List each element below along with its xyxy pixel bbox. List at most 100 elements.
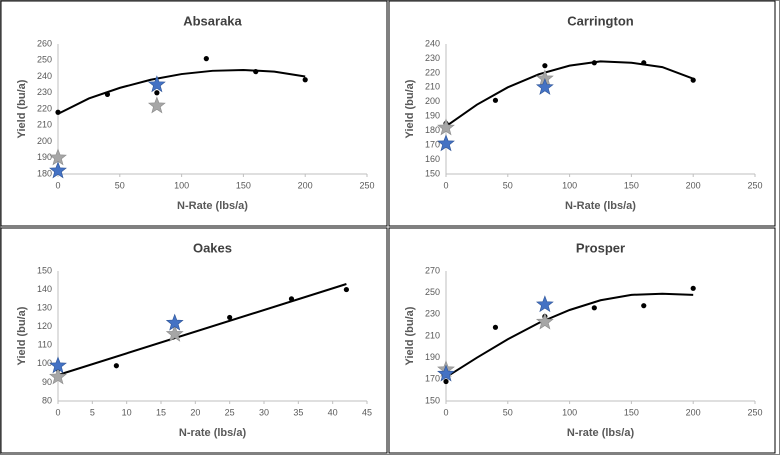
- star-point: [437, 364, 455, 382]
- star-point: [535, 295, 554, 313]
- star-point: [165, 313, 184, 331]
- data-point: [443, 378, 449, 385]
- y-tick-label: 220: [425, 67, 440, 77]
- x-tick-label: 250: [359, 180, 374, 190]
- star-point: [49, 148, 67, 166]
- data-point: [690, 285, 696, 291]
- chart-title: Oakes: [193, 240, 232, 255]
- star-point: [535, 312, 554, 330]
- x-tick-label: 50: [115, 180, 125, 190]
- y-tick-label: 150: [37, 265, 52, 275]
- data-point: [492, 324, 499, 330]
- y-tick-label: 210: [37, 120, 52, 130]
- y-tick-label: 180: [37, 168, 52, 178]
- star-point: [535, 77, 554, 95]
- data-point: [302, 77, 308, 83]
- y-tick-label: 170: [425, 374, 440, 384]
- y-axis-label: Yield (bu/a): [404, 306, 416, 365]
- y-tick-label: 260: [37, 38, 52, 48]
- trendline: [445, 292, 694, 379]
- y-tick-label: 170: [425, 139, 440, 149]
- x-tick-label: 150: [624, 407, 639, 417]
- y-tick-label: 160: [425, 154, 440, 164]
- y-tick-label: 190: [37, 152, 52, 162]
- y-tick-label: 120: [37, 321, 52, 331]
- x-tick-label: 100: [562, 180, 577, 190]
- y-tick-label: 250: [37, 55, 52, 65]
- y-tick-label: 220: [37, 103, 52, 113]
- y-tick-label: 250: [425, 287, 440, 297]
- data-point: [591, 60, 597, 66]
- trendline: [57, 68, 306, 115]
- chart-title: Carrington: [567, 13, 634, 28]
- y-tick-label: 130: [37, 303, 52, 313]
- x-tick-label: 10: [122, 407, 132, 417]
- x-tick-label: 0: [55, 407, 60, 417]
- x-tick-label: 0: [55, 180, 60, 190]
- data-point: [343, 286, 349, 293]
- x-tick-label: 40: [328, 407, 338, 417]
- x-tick-label: 200: [686, 407, 701, 417]
- trendline: [57, 283, 347, 376]
- chart-title: Absaraka: [183, 13, 242, 28]
- x-tick-label: 30: [259, 407, 269, 417]
- data-point: [641, 60, 647, 66]
- y-tick-label: 190: [425, 352, 440, 362]
- y-tick-label: 140: [37, 284, 52, 294]
- panel-border: [388, 227, 776, 454]
- y-tick-label: 90: [42, 377, 52, 387]
- data-point: [55, 109, 61, 115]
- star-point: [437, 134, 455, 152]
- y-tick-label: 240: [37, 71, 52, 81]
- x-tick-label: 200: [298, 180, 313, 190]
- data-point: [154, 90, 160, 96]
- data-point: [591, 305, 597, 311]
- panel: Carrington N-Rate (lbs/a) Yield (bu/a) 150 1…: [388, 0, 776, 227]
- y-tick-label: 210: [425, 330, 440, 340]
- y-tick-label: 150: [425, 168, 440, 178]
- y-tick-label: 200: [425, 96, 440, 106]
- x-axis-label: N-Rate (lbs/a): [565, 200, 636, 212]
- y-axis-label: Yield (bu/a): [404, 79, 416, 138]
- data-point: [203, 56, 209, 62]
- x-tick-label: 100: [174, 180, 189, 190]
- y-tick-label: 230: [37, 87, 52, 97]
- star-point: [147, 96, 166, 114]
- x-tick-label: 45: [362, 407, 372, 417]
- x-axis-label: N-Rate (lbs/a): [177, 200, 248, 212]
- data-point: [542, 63, 548, 69]
- data-point: [288, 296, 295, 302]
- x-tick-label: 100: [562, 407, 577, 417]
- data-point: [690, 77, 696, 83]
- trendline: [445, 60, 694, 128]
- panel-border: [388, 0, 776, 227]
- y-tick-label: 270: [425, 265, 440, 275]
- y-tick-label: 230: [425, 53, 440, 63]
- x-tick-label: 50: [503, 407, 513, 417]
- data-point: [641, 303, 647, 309]
- x-tick-label: 25: [225, 407, 235, 417]
- data-point: [253, 69, 259, 75]
- panel-border: [0, 0, 388, 227]
- data-point: [113, 363, 119, 369]
- x-tick-label: 250: [747, 407, 762, 417]
- x-tick-label: 150: [624, 180, 639, 190]
- y-tick-label: 150: [425, 395, 440, 405]
- y-tick-label: 100: [37, 358, 52, 368]
- star-point: [49, 161, 67, 179]
- x-tick-label: 150: [236, 180, 251, 190]
- y-tick-label: 190: [425, 111, 440, 121]
- star-point: [437, 118, 455, 136]
- y-axis-label: Yield (bu/a): [16, 79, 28, 138]
- y-tick-label: 230: [425, 309, 440, 319]
- y-tick-label: 240: [425, 38, 440, 48]
- x-tick-label: 15: [156, 407, 166, 417]
- x-tick-label: 0: [443, 180, 448, 190]
- chart-title: Prosper: [576, 240, 625, 255]
- y-tick-label: 200: [37, 136, 52, 146]
- y-tick-label: 180: [425, 125, 440, 135]
- star-point: [49, 367, 67, 385]
- x-tick-label: 0: [443, 407, 448, 417]
